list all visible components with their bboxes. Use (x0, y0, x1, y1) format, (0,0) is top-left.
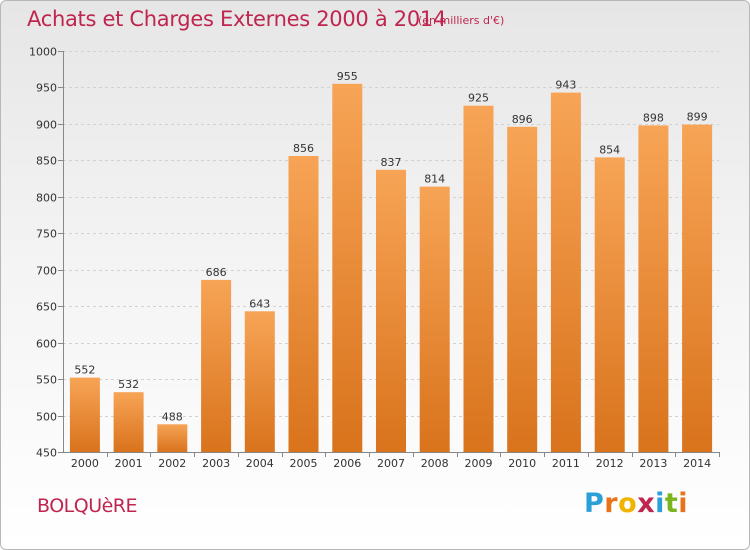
logo-letter: i (678, 488, 689, 519)
y-tick-label: 550 (36, 374, 57, 387)
x-tick-label: 2008 (421, 457, 449, 470)
data-label: 943 (555, 79, 576, 92)
x-tick-label: 2006 (333, 457, 361, 470)
y-tick-label: 800 (36, 192, 57, 205)
data-label: 686 (206, 266, 227, 279)
x-tick-label: 2002 (158, 457, 186, 470)
data-label: 552 (74, 364, 95, 377)
x-tick-label: 2000 (71, 457, 99, 470)
x-tick-label: 2005 (290, 457, 318, 470)
data-label: 856 (293, 142, 314, 155)
y-tick-label: 850 (36, 155, 57, 168)
logo-letter: o (618, 488, 638, 519)
bar-2008 (419, 186, 450, 452)
data-label: 896 (512, 113, 533, 126)
logo-letter: x (637, 488, 656, 519)
y-tick-label: 750 (36, 228, 57, 241)
commune-name: BOLQUèRE (37, 495, 138, 517)
axes (58, 51, 720, 457)
y-tick-label: 900 (36, 119, 57, 132)
labels: 450 500 550 600 650 700 750 800 850 900 950 1000 552… (29, 46, 711, 471)
bar-2011 (550, 92, 581, 452)
y-tick-label: 450 (36, 447, 57, 460)
x-tick-label: 2013 (639, 457, 667, 470)
y-tick-label: 950 (36, 82, 57, 95)
chart-title: Achats et Charges Externes 2000 à 2014 (27, 7, 447, 31)
bar-2014 (682, 124, 713, 452)
data-label: 488 (162, 410, 183, 423)
x-tick-label: 2012 (596, 457, 624, 470)
bar-2000 (69, 377, 100, 452)
unit-label: (en milliers d'€) (418, 14, 505, 27)
x-tick-label: 2007 (377, 457, 405, 470)
data-label: 814 (424, 173, 445, 186)
data-label: 532 (118, 378, 139, 391)
bar-2006 (332, 83, 363, 453)
proxiti-logo: Proxiti (584, 488, 688, 519)
x-tick-label: 2001 (115, 457, 143, 470)
data-label: 925 (468, 92, 489, 105)
bar-2003 (201, 279, 232, 452)
bars (69, 83, 713, 453)
data-label: 854 (599, 143, 620, 156)
x-tick-label: 2011 (552, 457, 580, 470)
bar-2001 (113, 392, 144, 452)
bar-2010 (507, 126, 538, 453)
data-label: 837 (381, 156, 402, 169)
x-tick-label: 2014 (683, 457, 711, 470)
bar-2013 (638, 125, 669, 453)
logo-letter: r (604, 488, 619, 519)
data-label: 899 (687, 111, 708, 124)
bar-2012 (594, 157, 625, 452)
y-tick-label: 650 (36, 301, 57, 314)
data-label: 898 (643, 111, 664, 124)
data-label: 955 (337, 70, 358, 83)
logo-letter: P (584, 488, 605, 519)
x-tick-label: 2004 (246, 457, 274, 470)
y-tick-label: 700 (36, 265, 57, 278)
x-tick-label: 2010 (508, 457, 536, 470)
y-tick-label: 1000 (29, 46, 57, 59)
bar-2004 (244, 311, 275, 452)
data-label: 643 (249, 297, 270, 310)
bar-2007 (376, 169, 406, 453)
x-tick-label: 2003 (202, 457, 230, 470)
y-tick-label: 600 (36, 338, 57, 351)
bar-2002 (157, 424, 188, 452)
logo-letter: i (655, 488, 665, 519)
bar-2009 (463, 105, 494, 452)
logo-letter: t (664, 488, 679, 519)
bar-2005 (288, 156, 319, 452)
x-tick-label: 2009 (465, 457, 493, 470)
y-tick-label: 500 (36, 411, 57, 424)
